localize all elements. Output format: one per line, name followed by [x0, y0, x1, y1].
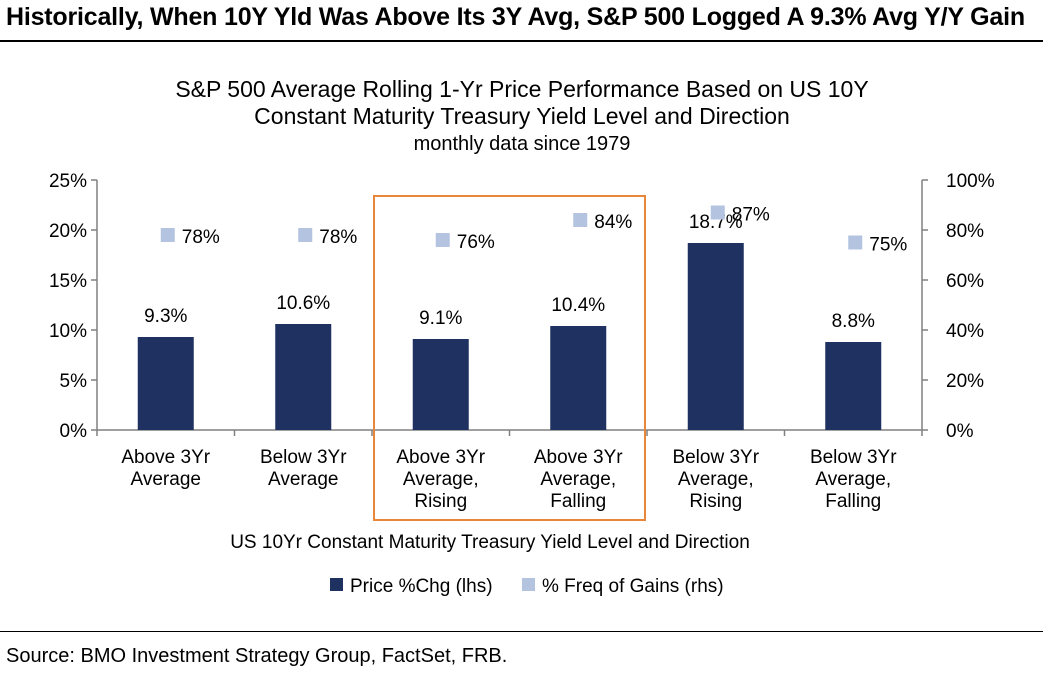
category-label-line: Above 3Yr [121, 447, 210, 468]
freq-marker [573, 213, 588, 227]
bar-data-label: 10.6% [276, 293, 330, 314]
bar-data-label: 10.4% [551, 295, 605, 316]
category-label: Below 3Yr Average, Falling [810, 447, 897, 512]
x-axis-title: US 10Yr Constant Maturity Treasury Yield… [230, 532, 750, 553]
freq-marker [848, 235, 863, 250]
category-label-line: Average, [678, 469, 754, 490]
freq-data-label: 75% [869, 235, 907, 256]
freq-marker [435, 233, 450, 247]
freq-data-label: 87% [732, 205, 770, 226]
y-right-tick-label: 60% [946, 271, 984, 292]
category-label-line: Average [131, 469, 201, 490]
freq-data-label: 84% [594, 212, 632, 233]
y-right-tick-label: 20% [946, 371, 984, 392]
y-left-tick-label: 25% [49, 171, 87, 192]
category-label: Above 3Yr Average [121, 447, 210, 490]
category-label-line: Average, [815, 469, 891, 490]
category-label-line: Falling [825, 491, 881, 512]
axes: 0% 5% 10% 15% 20% 25% 0% 20% 40% 60% 80% 100% [49, 171, 995, 442]
source-rule [0, 631, 1043, 632]
freq-data-label: 78% [182, 227, 220, 248]
legend-label-bar: Price %Chg (lhs) [350, 576, 493, 597]
chart-title-line: Constant Maturity Treasury Yield Level a… [254, 103, 790, 129]
freq-marker [160, 228, 175, 242]
freq-data-label: 78% [319, 227, 357, 248]
category-label: Below 3Yr Average, Rising [672, 447, 759, 512]
category-label-line: Average [268, 469, 338, 490]
freq-marker [710, 205, 725, 220]
y-right-tick-label: 0% [946, 421, 974, 442]
freq-marker [298, 228, 313, 242]
source-note: Source: BMO Investment Strategy Group, F… [6, 645, 508, 667]
chart-title-line: S&P 500 Average Rolling 1-Yr Price Perfo… [175, 76, 868, 102]
category-label-line: Above 3Yr [396, 447, 485, 468]
bar [412, 339, 469, 430]
category-label-line: Rising [414, 491, 467, 512]
highlight-box [373, 195, 646, 521]
category-label: Below 3Yr Average [260, 447, 347, 490]
bar [137, 337, 194, 430]
legend: Price %Chg (lhs) % Freq of Gains (rhs) [330, 576, 724, 597]
category-label: Above 3Yr Average, Rising [396, 447, 485, 512]
freq-data-label: 76% [457, 232, 495, 253]
legend-swatch-marker [522, 578, 535, 591]
y-right-tick-label: 100% [946, 171, 995, 192]
bar-data-label: 8.8% [832, 311, 875, 332]
chart-title: S&P 500 Average Rolling 1-Yr Price Perfo… [175, 76, 868, 129]
category-label: Above 3Yr Average, Falling [534, 447, 623, 512]
bar [825, 342, 882, 430]
bars: 9.3% 10.6% 9.1% 10.4% 18.7% 8.8% [137, 212, 882, 430]
y-left-tick-label: 20% [49, 221, 87, 242]
headline-rule [0, 40, 1043, 42]
category-label-line: Average, [540, 469, 616, 490]
category-label-line: Below 3Yr [810, 447, 897, 468]
headline: Historically, When 10Y Yld Was Above Its… [6, 3, 1025, 31]
category-label-line: Falling [550, 491, 606, 512]
y-left-tick-label: 15% [49, 271, 87, 292]
chart-subtitle: monthly data since 1979 [414, 133, 631, 155]
markers: 78% 78% 76% 84% 87% 75% [160, 205, 907, 256]
y-right-tick-label: 80% [946, 221, 984, 242]
bar-data-label: 18.7% [689, 212, 743, 233]
legend-swatch-bar [330, 578, 343, 591]
bar-data-label: 9.1% [419, 308, 462, 329]
legend-label-marker: % Freq of Gains (rhs) [542, 576, 724, 597]
category-label-line: Below 3Yr [260, 447, 347, 468]
category-label-line: Average, [403, 469, 479, 490]
category-label-line: Above 3Yr [534, 447, 623, 468]
y-left-tick-label: 0% [60, 421, 88, 442]
bar [550, 326, 607, 430]
y-left-tick-label: 10% [49, 321, 87, 342]
y-left-tick-label: 5% [60, 371, 88, 392]
category-label-line: Below 3Yr [672, 447, 759, 468]
chart: S&P 500 Average Rolling 1-Yr Price Perfo… [49, 76, 995, 597]
bar [275, 324, 332, 430]
y-right-tick-label: 40% [946, 321, 984, 342]
category-label-line: Rising [689, 491, 742, 512]
bar [687, 243, 744, 430]
bar-data-label: 9.3% [144, 306, 187, 327]
